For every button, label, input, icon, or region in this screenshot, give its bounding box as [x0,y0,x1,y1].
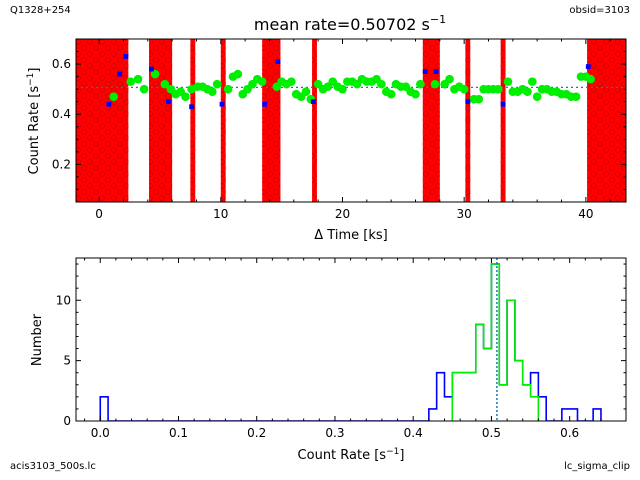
light-curve-frame [75,38,627,203]
clipped-point [189,104,194,110]
good-point [207,87,217,96]
good-point [532,92,542,101]
chart-title: mean rate=0.50702 s−1 [254,13,446,34]
hist-y-tick-label: 5 [63,354,71,368]
y-tick-label: 0.4 [52,107,71,121]
good-point [338,84,347,94]
excluded-interval-hatch-4 [262,39,281,202]
clipped-point [433,69,439,74]
clipped-point [422,69,428,74]
clipped-point [310,99,316,105]
good-point [181,92,190,101]
good-point [416,79,425,89]
clipped-point [123,54,129,59]
good-point [445,74,454,84]
clipped-point [166,99,171,105]
good-point [212,79,222,89]
excluded-interval-hatch-2 [190,39,196,202]
hist-x-axis-label: Count Rate [s−1] [298,447,405,463]
good-point [493,84,503,94]
y-axis-label-suffix: ] [27,68,42,73]
y-axis-label-exponent: −1 [26,73,36,86]
histogram-good-step [451,263,540,421]
excluded-interval-hatch-5 [312,39,317,202]
light-curve-plot: 0 10 20 30 40 0.2 0.4 0.6 Δ Time [ks] Count Rate … [26,38,627,243]
good-point [287,77,296,86]
excluded-interval-hatch-0 [76,39,129,202]
source-name: Q1328+254 [10,5,71,16]
obsid-label: obsid=3103 [569,5,630,16]
y-tick-label: 0.2 [52,157,71,171]
hist-y-axis-label: Number [30,313,45,366]
hist-y-tick-label: 10 [56,293,71,307]
hist-y-tick-label: 0 [63,414,71,428]
excluded-interval-hatch-9 [587,39,626,202]
hist-x-tick-label: 0.3 [325,426,344,440]
x-tick-label: 30 [457,207,472,221]
hist-x-tick-label: 0.4 [404,426,423,440]
file-name: acis3103_500s.lc [10,461,96,472]
hist-x-axis-label-text: Count Rate [s [298,448,387,463]
good-point [474,94,484,104]
good-point [233,69,243,79]
hist-x-axis-label-exponent: −1 [386,447,399,457]
x-tick-label: 40 [578,207,593,221]
good-point [257,77,267,86]
clipped-point [262,101,268,107]
good-point [133,74,143,84]
x-tick-label: 0 [95,207,103,221]
clipped-point [500,101,506,107]
x-tick-label: 20 [335,207,350,221]
good-point [301,87,311,96]
good-point [586,74,596,84]
chart-title-main: mean rate=0.50702 s [254,15,430,34]
excluded-interval-hatch-1 [149,39,173,202]
clipped-point [106,101,112,107]
excluded-interval-hatch-3 [220,39,226,202]
y-tick-label: 0.6 [52,57,71,71]
histogram-all-step [99,263,602,421]
excluded-interval-hatch-8 [500,39,506,202]
hist-x-tick-label: 0.1 [169,426,188,440]
chart-title-exponent: −1 [430,13,446,26]
rate-histogram-plot: 0.0 0.1 0.2 0.3 0.4 0.5 0.6 0 5 10 Count Rate [s−1… [30,257,627,463]
clipped-point [465,99,471,105]
excluded-interval-hatch-7 [465,39,471,202]
good-point [223,84,233,94]
good-point [139,84,149,94]
y-axis-label-text: Count Rate [s [27,86,42,175]
clipped-point [117,71,123,77]
good-point [160,79,170,89]
good-point [528,77,537,86]
good-point [459,84,469,94]
x-axis-label: Δ Time [ks] [314,228,387,243]
hist-x-axis-label-suffix: ] [399,448,404,463]
hist-x-tick-label: 0.2 [247,426,266,440]
y-axis-label: Count Rate [s−1] [26,68,42,175]
good-point [523,87,532,96]
good-point [126,77,136,86]
tool-name: lc_sigma_clip [564,461,630,472]
good-point [150,69,160,79]
x-tick-label: 10 [213,207,228,221]
hist-x-tick-label: 0.6 [560,426,579,440]
excluded-interval-hatch-6 [422,39,440,202]
good-point [571,92,581,101]
good-point [430,79,440,89]
clipped-point [585,64,591,69]
clipped-point [219,101,225,107]
clipped-point [149,66,154,72]
good-point [503,77,513,86]
good-point [109,92,119,101]
histogram-data-area [99,258,602,421]
good-point [411,89,420,99]
good-point [386,89,396,99]
clipped-point [275,59,281,64]
light-curve-data-area [76,39,626,202]
good-point [377,79,386,89]
hist-x-tick-label: 0.0 [91,426,110,440]
hist-x-tick-label: 0.5 [482,426,501,440]
